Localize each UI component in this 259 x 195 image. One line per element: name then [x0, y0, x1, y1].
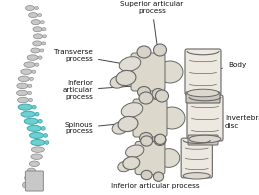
Ellipse shape — [32, 105, 36, 109]
Ellipse shape — [18, 104, 32, 110]
Ellipse shape — [112, 122, 128, 134]
Ellipse shape — [187, 89, 219, 97]
Ellipse shape — [116, 70, 136, 86]
Ellipse shape — [25, 175, 32, 181]
Ellipse shape — [28, 84, 32, 88]
Ellipse shape — [23, 182, 28, 188]
Ellipse shape — [119, 57, 141, 71]
Ellipse shape — [31, 154, 42, 160]
Ellipse shape — [38, 14, 42, 17]
Ellipse shape — [33, 41, 42, 46]
Ellipse shape — [141, 136, 153, 146]
Ellipse shape — [38, 56, 42, 59]
Ellipse shape — [18, 76, 29, 82]
Ellipse shape — [34, 6, 39, 10]
Ellipse shape — [31, 147, 44, 152]
Ellipse shape — [152, 89, 164, 99]
FancyBboxPatch shape — [181, 138, 212, 178]
Ellipse shape — [29, 13, 38, 18]
FancyBboxPatch shape — [25, 171, 43, 191]
Ellipse shape — [42, 28, 46, 31]
Ellipse shape — [17, 90, 27, 96]
Ellipse shape — [155, 90, 169, 102]
Ellipse shape — [44, 134, 48, 137]
Ellipse shape — [33, 27, 42, 32]
Ellipse shape — [27, 168, 36, 174]
Ellipse shape — [21, 69, 32, 74]
Ellipse shape — [140, 132, 153, 144]
Ellipse shape — [138, 87, 150, 98]
Ellipse shape — [17, 83, 28, 89]
Ellipse shape — [40, 49, 44, 52]
Ellipse shape — [126, 145, 144, 157]
Ellipse shape — [21, 111, 35, 117]
FancyBboxPatch shape — [187, 95, 223, 141]
Ellipse shape — [157, 61, 183, 83]
Ellipse shape — [35, 112, 39, 116]
Ellipse shape — [31, 139, 45, 145]
Ellipse shape — [25, 5, 34, 11]
Ellipse shape — [40, 21, 44, 24]
Ellipse shape — [27, 55, 38, 60]
Text: Invertebral
disc: Invertebral disc — [207, 114, 259, 129]
Ellipse shape — [42, 35, 47, 38]
Ellipse shape — [33, 34, 42, 39]
Ellipse shape — [27, 125, 41, 131]
Ellipse shape — [29, 161, 39, 167]
Ellipse shape — [27, 91, 32, 95]
Text: Inferior articular process: Inferior articular process — [111, 146, 199, 189]
FancyBboxPatch shape — [188, 135, 218, 145]
FancyBboxPatch shape — [131, 53, 165, 91]
Text: Superior articular
process: Superior articular process — [120, 1, 184, 49]
Ellipse shape — [32, 70, 36, 73]
Ellipse shape — [29, 77, 33, 81]
Text: Spinous
process: Spinous process — [64, 121, 115, 135]
Ellipse shape — [31, 20, 40, 25]
Ellipse shape — [153, 172, 164, 181]
Ellipse shape — [45, 141, 49, 144]
Ellipse shape — [24, 118, 38, 124]
Ellipse shape — [110, 76, 126, 88]
Ellipse shape — [28, 98, 33, 102]
Ellipse shape — [137, 46, 151, 58]
Ellipse shape — [123, 157, 140, 169]
Ellipse shape — [31, 48, 40, 53]
FancyBboxPatch shape — [185, 49, 221, 95]
Ellipse shape — [38, 120, 42, 123]
Ellipse shape — [42, 42, 46, 45]
Ellipse shape — [154, 135, 166, 145]
Ellipse shape — [41, 127, 45, 130]
Ellipse shape — [183, 173, 210, 179]
FancyBboxPatch shape — [135, 141, 165, 175]
Text: Transverse
process: Transverse process — [54, 49, 127, 65]
Ellipse shape — [35, 63, 39, 66]
Ellipse shape — [30, 132, 44, 138]
Ellipse shape — [118, 161, 131, 172]
Ellipse shape — [158, 149, 180, 167]
Ellipse shape — [141, 170, 152, 180]
FancyBboxPatch shape — [133, 99, 167, 137]
Ellipse shape — [154, 44, 167, 56]
Ellipse shape — [155, 134, 166, 144]
Ellipse shape — [159, 107, 185, 129]
Ellipse shape — [139, 92, 153, 104]
Text: Body: Body — [208, 62, 246, 71]
Ellipse shape — [118, 116, 138, 132]
Ellipse shape — [189, 135, 221, 143]
Ellipse shape — [24, 62, 35, 67]
Ellipse shape — [121, 103, 143, 117]
FancyBboxPatch shape — [186, 92, 220, 103]
Text: Inferior
articular
process: Inferior articular process — [63, 80, 131, 100]
Ellipse shape — [18, 97, 28, 103]
